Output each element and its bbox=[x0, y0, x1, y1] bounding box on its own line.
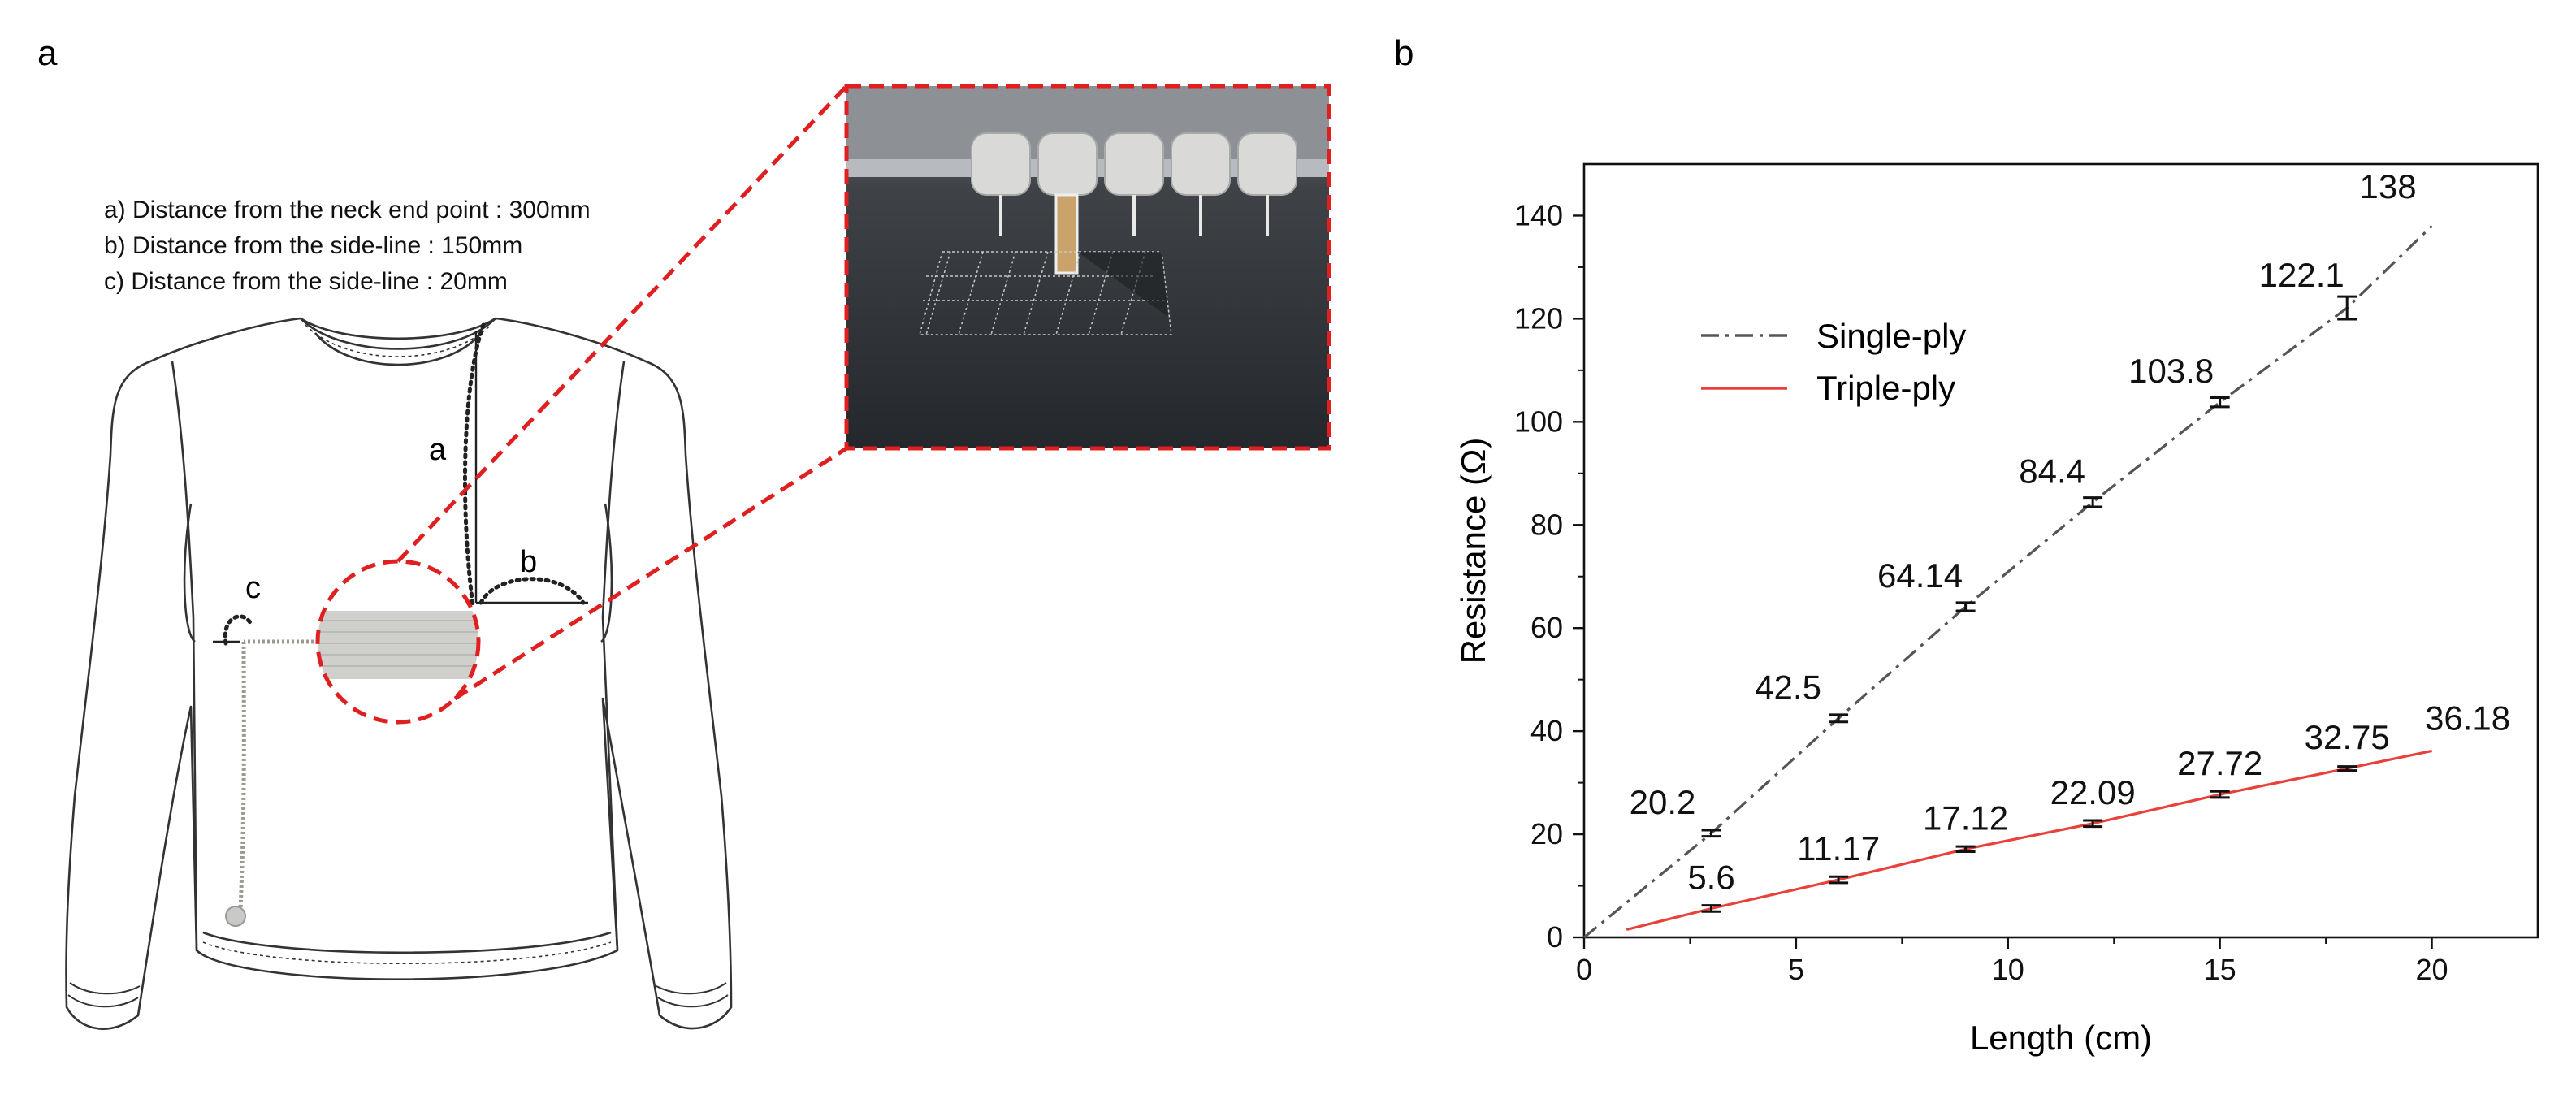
note-c: c) Distance from the side-line : 20mm bbox=[104, 268, 508, 295]
y-tick-label: 0 bbox=[1547, 920, 1563, 954]
plot-frame bbox=[1582, 162, 2539, 939]
needle-head-5 bbox=[1237, 132, 1297, 196]
callout-line-bottom bbox=[453, 446, 848, 701]
note-a: a) Distance from the neck end point : 30… bbox=[104, 197, 591, 223]
y-tick-label: 140 bbox=[1514, 198, 1563, 231]
left-armhole bbox=[171, 361, 198, 951]
dotted-b bbox=[478, 577, 586, 605]
right-cuff bbox=[656, 982, 729, 1008]
left-sleeve-seam bbox=[183, 503, 196, 643]
wire-terminal bbox=[225, 906, 246, 927]
note-b: b) Distance from the side-line : 150mm bbox=[104, 232, 522, 259]
needle-heads bbox=[971, 132, 1297, 196]
stitch-shadow bbox=[1077, 252, 1168, 317]
data-label-single-ply: 42.5 bbox=[1755, 668, 1821, 706]
tshirt-sketch bbox=[65, 317, 733, 1030]
hem-line bbox=[202, 931, 612, 954]
data-label-triple-ply: 11.17 bbox=[1797, 829, 1880, 868]
error-bar-triple-ply bbox=[1829, 875, 1849, 885]
neckline bbox=[300, 318, 496, 350]
x-tick-label: 20 bbox=[2416, 953, 2448, 986]
sensor-patch bbox=[318, 611, 478, 679]
hem-stitch bbox=[202, 941, 612, 965]
error-bar-triple-ply bbox=[2083, 819, 2103, 829]
error-bar-triple-ply bbox=[1955, 845, 1976, 854]
series-line-single-ply bbox=[1582, 225, 2433, 939]
dotted-a bbox=[463, 322, 486, 608]
legend: Single-ply Triple-ply bbox=[1701, 317, 1966, 407]
data-label-triple-ply: 27.72 bbox=[2177, 744, 2262, 782]
x-tick-label: 5 bbox=[1788, 953, 1804, 986]
panel-b-label: b bbox=[1394, 33, 1414, 73]
data-label-triple-ply: 17.12 bbox=[1923, 798, 2008, 837]
x-tick-label: 0 bbox=[1576, 953, 1592, 986]
error-bar-single-ply bbox=[1955, 601, 1976, 612]
y-tick-label: 20 bbox=[1530, 817, 1563, 850]
marker-c: c bbox=[245, 571, 261, 605]
stitched-pattern bbox=[919, 251, 1172, 335]
right-armhole bbox=[601, 361, 626, 951]
neck-stitch bbox=[305, 324, 491, 357]
series-layer: 20.2 42.5 64.14 84.4 103.8 122.1 138 5.6 11.17 17… bbox=[1582, 167, 2510, 939]
y-tick-label: 100 bbox=[1514, 405, 1563, 438]
y-tick-label: 80 bbox=[1530, 508, 1563, 541]
error-bar-triple-ply bbox=[1701, 904, 1721, 913]
collar-inner bbox=[314, 332, 483, 366]
dotted-c bbox=[223, 614, 254, 646]
patch-swatch bbox=[318, 611, 478, 679]
endpoint-label-single-ply: 138 bbox=[2360, 167, 2417, 206]
wire-vertical bbox=[238, 641, 246, 911]
error-bar-single-ply bbox=[1829, 713, 1849, 724]
data-label-single-ply: 84.4 bbox=[2019, 452, 2085, 490]
data-label-triple-ply: 22.09 bbox=[2050, 773, 2136, 811]
endpoint-label-triple-ply: 36.18 bbox=[2425, 699, 2510, 737]
needle-head-4 bbox=[1171, 132, 1231, 196]
measurement-lines bbox=[213, 322, 588, 646]
data-label-single-ply: 20.2 bbox=[1630, 783, 1696, 821]
active-needle bbox=[1054, 193, 1079, 275]
right-sleeve-seam bbox=[600, 503, 613, 643]
error-bar-single-ply bbox=[2337, 295, 2357, 321]
needle-head-3 bbox=[1104, 132, 1164, 196]
data-label-triple-ply: 5.6 bbox=[1687, 858, 1734, 896]
series-line-triple-ply bbox=[1626, 749, 2432, 932]
photo-border bbox=[844, 84, 1331, 451]
conductive-wire bbox=[238, 639, 318, 911]
left-cuff bbox=[67, 982, 141, 1008]
error-bar-single-ply bbox=[2083, 496, 2103, 508]
y-axis: 0 20 40 60 80 100 120 140 bbox=[1514, 198, 1584, 954]
x-tick-label: 10 bbox=[1992, 953, 2024, 986]
data-label-triple-ply: 32.75 bbox=[2305, 718, 2390, 756]
patch-texture bbox=[318, 620, 478, 667]
data-label-single-ply: 64.14 bbox=[1877, 556, 1963, 595]
legend-label-triple-ply: Triple-ply bbox=[1816, 369, 1955, 407]
x-tick-label: 15 bbox=[2204, 953, 2236, 986]
data-label-single-ply: 122.1 bbox=[2259, 256, 2344, 294]
embroidery-photo bbox=[844, 84, 1331, 451]
y-tick-label: 60 bbox=[1530, 611, 1563, 644]
x-axis-label: Length (cm) bbox=[1970, 1019, 2152, 1057]
error-bar-single-ply bbox=[1701, 829, 1721, 838]
x-axis: 0 5 10 15 20 bbox=[1576, 937, 2448, 986]
data-label-single-ply: 103.8 bbox=[2128, 352, 2214, 390]
y-tick-label: 40 bbox=[1530, 714, 1563, 747]
panel-a-label: a bbox=[37, 33, 58, 73]
shirt-outline bbox=[65, 317, 733, 1030]
y-tick-label: 120 bbox=[1514, 301, 1563, 335]
needle-head-2 bbox=[1037, 132, 1098, 196]
callout-line-top bbox=[396, 84, 848, 563]
error-bar-triple-ply bbox=[2337, 765, 2357, 772]
error-bar-single-ply bbox=[2210, 396, 2230, 409]
error-bar-triple-ply bbox=[2210, 790, 2230, 799]
marker-b: b bbox=[520, 545, 537, 579]
needle-head-1 bbox=[971, 132, 1031, 196]
marker-a: a bbox=[429, 433, 447, 467]
instruction-notes: a) Distance from the neck end point : 30… bbox=[104, 197, 591, 295]
y-axis-label: Resistance (Ω) bbox=[1454, 438, 1492, 664]
legend-label-single-ply: Single-ply bbox=[1816, 317, 1966, 355]
